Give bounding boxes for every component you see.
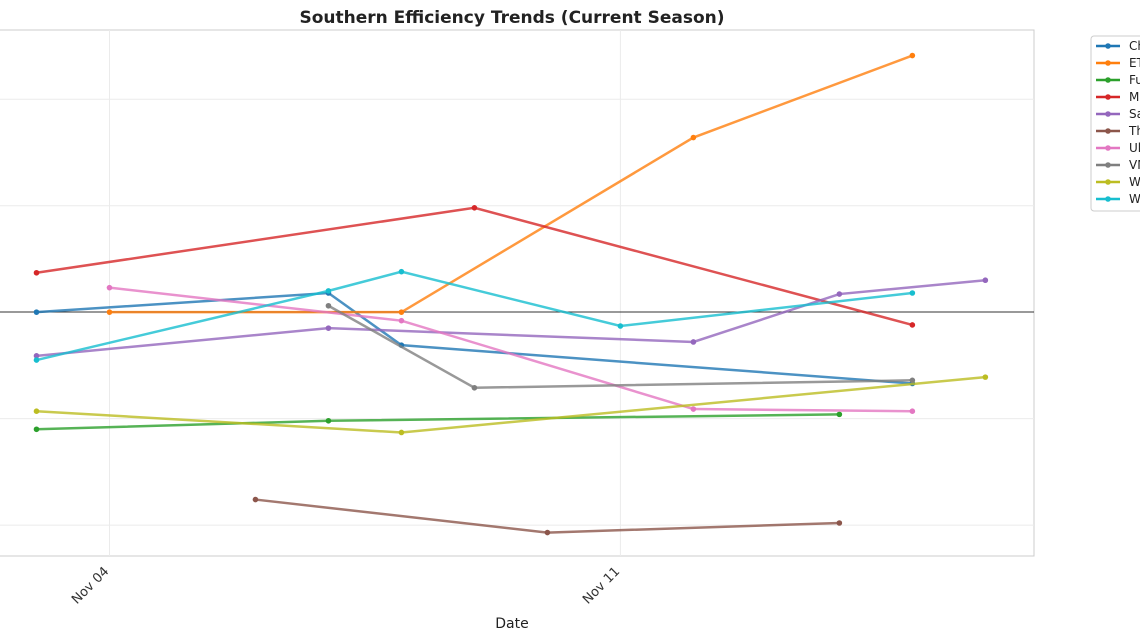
data-point — [982, 277, 989, 284]
x-tick-label: Nov 04 — [69, 564, 112, 607]
series-line — [109, 286, 913, 413]
series-W-9 — [33, 268, 916, 363]
data-point — [836, 520, 843, 526]
legend-marker — [1105, 196, 1111, 202]
legend-marker — [1105, 43, 1111, 49]
data-point — [398, 268, 405, 275]
data-point — [398, 429, 405, 436]
data-point — [909, 322, 916, 328]
series-VM-7 — [325, 302, 916, 391]
data-point — [106, 309, 113, 315]
data-point — [836, 411, 843, 418]
series-Th-5 — [252, 496, 843, 536]
data-point — [909, 52, 916, 59]
data-point — [690, 339, 697, 345]
legend-item: W — [1096, 175, 1140, 189]
data-point — [33, 408, 40, 414]
legend: Ch ET Fu M Sa Th Ul VM WW — [1090, 35, 1140, 212]
legend-label: M — [1129, 90, 1139, 104]
data-point — [471, 205, 478, 211]
legend-label: Fu — [1129, 73, 1140, 87]
data-point — [982, 374, 989, 380]
data-point — [252, 496, 259, 503]
data-point — [325, 302, 332, 309]
data-point — [471, 384, 478, 391]
legend-label: Ch — [1129, 39, 1140, 53]
data-point — [617, 323, 624, 329]
legend-item: M — [1096, 90, 1139, 104]
legend-item: VM — [1096, 158, 1140, 172]
data-point — [33, 269, 40, 276]
x-axis-label: Date — [495, 616, 528, 632]
legend-marker — [1105, 60, 1111, 66]
data-point — [325, 417, 332, 424]
series-ET-1 — [106, 52, 916, 315]
legend-label: Th — [1128, 124, 1140, 138]
series-line — [36, 291, 913, 385]
legend-label: W — [1129, 175, 1140, 189]
legend-marker — [1105, 128, 1111, 134]
data-point — [33, 426, 40, 433]
legend-marker — [1105, 145, 1111, 151]
legend-item: Th — [1096, 124, 1140, 138]
legend-item: Fu — [1096, 73, 1140, 87]
data-point — [33, 309, 40, 315]
series-W-8 — [33, 374, 989, 436]
plot-frame — [0, 29, 1035, 557]
legend-marker — [1105, 77, 1111, 83]
legend-label: W — [1129, 192, 1140, 206]
data-point — [106, 284, 113, 291]
data-point — [544, 529, 551, 536]
legend-label: Sa — [1129, 107, 1140, 121]
legend-marker — [1105, 111, 1111, 117]
legend-label: Ul — [1129, 141, 1140, 155]
legend-item: ET — [1096, 56, 1140, 70]
series-Ul-6 — [106, 284, 916, 414]
legend-marker — [1105, 162, 1111, 168]
data-point — [909, 408, 916, 414]
data-point — [909, 377, 916, 384]
series-line — [36, 270, 913, 362]
legend-item: Ul — [1096, 141, 1140, 155]
data-point — [398, 309, 405, 315]
legend-marker — [1105, 179, 1111, 185]
series-Sa-4 — [33, 277, 989, 359]
series-Fu-2 — [33, 411, 843, 433]
legend-item: W — [1096, 192, 1140, 206]
series-M-3 — [33, 205, 916, 328]
data-point — [836, 291, 843, 297]
chart-title: Southern Efficiency Trends (Current Seas… — [299, 8, 724, 28]
legend-item: Ch — [1096, 39, 1140, 53]
data-point — [33, 357, 40, 363]
x-tick-label: Nov 11 — [580, 564, 623, 607]
series-line — [109, 54, 913, 314]
series-line — [255, 498, 840, 534]
data-point — [325, 288, 332, 294]
data-point — [325, 325, 332, 331]
series-Ch-0 — [33, 290, 916, 387]
series-line — [36, 278, 986, 358]
data-point — [690, 134, 697, 141]
legend-label: VM — [1129, 158, 1140, 172]
legend-marker — [1105, 94, 1111, 100]
legend-item: Sa — [1096, 107, 1140, 121]
data-point — [398, 317, 405, 324]
data-point — [690, 406, 697, 412]
data-point — [33, 353, 40, 359]
data-point — [909, 290, 916, 296]
series-line — [36, 413, 840, 431]
legend-label: ET — [1129, 56, 1140, 70]
